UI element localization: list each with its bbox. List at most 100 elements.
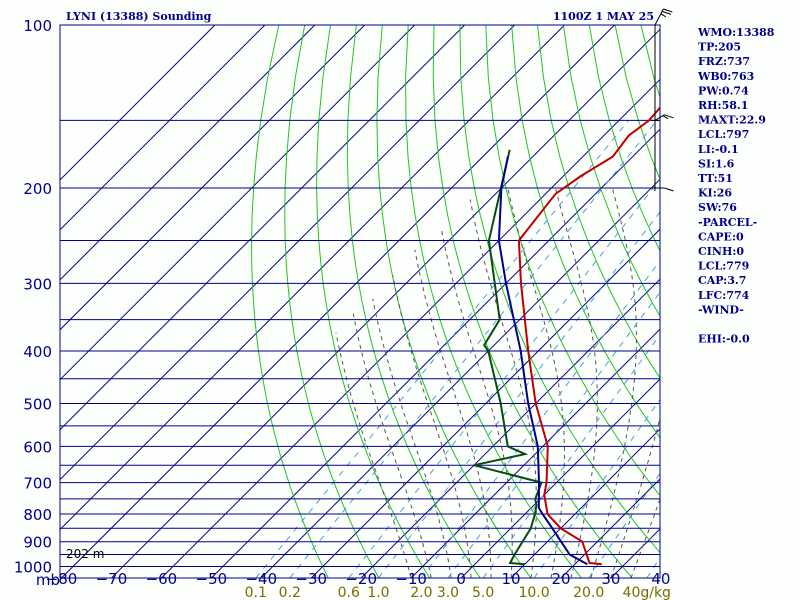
index-line: LCL:779 bbox=[698, 260, 749, 273]
temperature-tick-label: 40 bbox=[651, 570, 670, 588]
pressure-tick-label: 300 bbox=[23, 275, 52, 293]
isotherm bbox=[111, 28, 660, 578]
index-line: -WIND- bbox=[698, 303, 744, 316]
pressure-tick-label: 600 bbox=[23, 438, 52, 456]
mixing-ratio-label: 0.2 bbox=[279, 585, 301, 600]
wind-barb-shaft bbox=[654, 8, 664, 26]
index-line: -PARCEL- bbox=[698, 216, 757, 229]
temperature-tick-label: −50 bbox=[196, 570, 228, 588]
moist-adiabat bbox=[555, 187, 598, 578]
temperature-tick-label: −10 bbox=[395, 570, 427, 588]
parcel-trace bbox=[497, 156, 588, 566]
moist-adiabat bbox=[610, 416, 660, 578]
index-line: SI:1.6 bbox=[698, 157, 735, 170]
temperature-tick-label: 0 bbox=[456, 570, 466, 588]
isotherm bbox=[60, 25, 266, 231]
isotherm bbox=[560, 478, 660, 578]
sounding-traces bbox=[473, 106, 660, 566]
temperature-tick-label: −80 bbox=[46, 570, 78, 588]
isotherm bbox=[60, 25, 366, 331]
dry-adiabat bbox=[376, 25, 532, 578]
dry-adiabat bbox=[562, 25, 660, 318]
moist-adiabat bbox=[469, 199, 537, 578]
pressure-tick-label: 700 bbox=[23, 475, 52, 493]
index-line: RH:58.1 bbox=[698, 99, 748, 112]
isotherm bbox=[61, 25, 615, 578]
isotherm bbox=[210, 128, 660, 578]
pressure-tick-label: 200 bbox=[23, 180, 52, 198]
mixing-ratio-label: 10.0 bbox=[518, 585, 549, 600]
index-line: PW:0.74 bbox=[698, 84, 749, 97]
pressure-tick-label: 500 bbox=[23, 396, 52, 414]
y-unit-label: mb bbox=[36, 571, 60, 589]
temperature-tick-label: −60 bbox=[146, 570, 178, 588]
index-line: WB0:763 bbox=[697, 70, 754, 83]
dry-adiabat bbox=[251, 25, 329, 578]
isotherm bbox=[60, 25, 416, 381]
dewpoint-trace bbox=[473, 149, 543, 566]
temperature-trace bbox=[517, 106, 660, 566]
mixing-ratio-label: 5.0 bbox=[472, 585, 494, 600]
pressure-tick-label: 400 bbox=[23, 343, 52, 361]
isotherm bbox=[60, 25, 515, 481]
wind-barb-flag bbox=[660, 13, 667, 18]
dry-adiabat bbox=[405, 25, 582, 578]
mixing-ratio-label: 0.1 bbox=[245, 585, 267, 600]
index-line: EHI:-0.0 bbox=[698, 333, 750, 346]
index-line: TP:205 bbox=[698, 41, 741, 54]
dry-adiabat bbox=[511, 25, 660, 439]
isotherm bbox=[410, 328, 660, 578]
dry-adiabat bbox=[316, 25, 431, 578]
wind-barb-flag bbox=[664, 114, 674, 119]
dry-adiabat bbox=[432, 25, 633, 578]
mixing-ratio-line bbox=[289, 120, 658, 578]
index-line: CAP:3.7 bbox=[698, 274, 746, 287]
mixing-ratio-label: 2.0 bbox=[410, 585, 432, 600]
moist-adiabat bbox=[335, 332, 412, 578]
wind-barb-flag bbox=[662, 115, 669, 120]
dry-adiabat bbox=[537, 25, 660, 380]
moist-adiabat bbox=[507, 187, 565, 578]
index-line: CINH:0 bbox=[698, 245, 744, 258]
pressure-tick-label: 1000 bbox=[14, 559, 52, 577]
moist-adiabat bbox=[392, 275, 472, 578]
dry-adiabat bbox=[485, 25, 660, 497]
pressure-tick-label: 800 bbox=[23, 506, 52, 524]
mixing-ratio-label: 1.0 bbox=[367, 585, 389, 600]
station-title: LYNI (13388) Sounding bbox=[66, 10, 212, 23]
index-line: WMO:13388 bbox=[697, 26, 775, 39]
isotherm bbox=[510, 428, 660, 578]
temperature-tick-label: 20 bbox=[551, 570, 570, 588]
index-line: FRZ:737 bbox=[698, 55, 750, 68]
temperature-tick-label: −40 bbox=[245, 570, 277, 588]
index-line: KI:26 bbox=[698, 187, 732, 200]
isotherm bbox=[60, 25, 565, 531]
temperature-tick-label: 30 bbox=[601, 570, 620, 588]
wind-barb-flag bbox=[661, 10, 672, 15]
plot-frame bbox=[59, 24, 661, 579]
index-line: LI:-0.1 bbox=[698, 143, 739, 156]
temperature-tick-label: −70 bbox=[96, 570, 128, 588]
mixing-ratio-label: 20.0 bbox=[573, 585, 604, 600]
mixing-ratio-label: 3.0 bbox=[437, 585, 459, 600]
dry-adiabat bbox=[588, 25, 660, 252]
isotherm bbox=[161, 78, 660, 578]
index-line: SW:76 bbox=[698, 201, 737, 214]
mixing-ratio-label: 0.6 bbox=[338, 585, 360, 600]
moist-adiabat bbox=[590, 187, 637, 578]
moist-adiabat bbox=[441, 230, 513, 578]
mixing-ratio-label: 40g/kg bbox=[623, 585, 671, 600]
wind-barb-flag bbox=[664, 187, 674, 192]
wind-barb-flag bbox=[663, 8, 673, 13]
plot-grid bbox=[60, 25, 660, 578]
temperature-tick-label: −20 bbox=[345, 570, 377, 588]
isotherm bbox=[60, 25, 466, 431]
observation-time: 1100Z 1 MAY 25 bbox=[553, 10, 654, 23]
mixing-ratio-line bbox=[378, 211, 660, 578]
dry-adiabat bbox=[284, 25, 380, 578]
index-line: LFC:774 bbox=[698, 289, 750, 302]
mixing-ratio-line bbox=[255, 120, 630, 578]
index-line: TT:51 bbox=[698, 172, 733, 185]
